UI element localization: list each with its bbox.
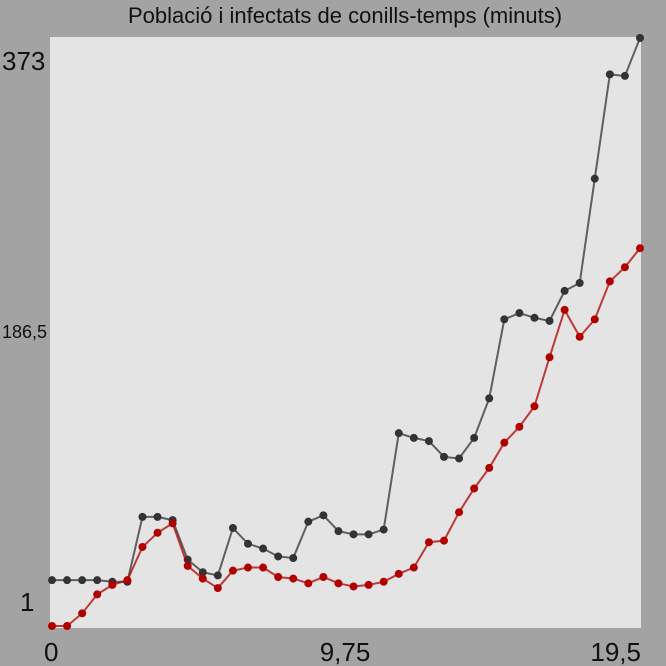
series-0-point bbox=[455, 454, 464, 463]
series-layer bbox=[48, 34, 644, 630]
series-0-point bbox=[304, 517, 313, 526]
chart-title: Població i infectats de conills-temps (m… bbox=[128, 3, 562, 28]
series-0-point bbox=[440, 452, 448, 461]
series-1-point bbox=[304, 579, 313, 588]
series-0-point bbox=[620, 71, 629, 80]
series-1-point bbox=[108, 580, 117, 589]
series-0-point bbox=[424, 437, 433, 446]
series-0-point bbox=[470, 433, 479, 442]
series-1-point bbox=[364, 580, 373, 589]
series-1-point bbox=[605, 277, 614, 286]
series-0-point bbox=[319, 511, 328, 520]
series-0-point bbox=[636, 34, 644, 42]
series-0-point bbox=[394, 429, 403, 438]
series-0-point bbox=[138, 512, 147, 521]
series-1-point bbox=[470, 484, 479, 493]
series-1-point bbox=[620, 263, 629, 272]
series-0-point bbox=[605, 70, 614, 79]
series-1-point bbox=[349, 582, 358, 591]
series-1-point bbox=[530, 402, 539, 411]
series-1-point bbox=[289, 574, 298, 583]
series-1-point bbox=[198, 574, 207, 583]
series-1-point bbox=[500, 438, 509, 447]
x-tick-end: 19,5 bbox=[590, 637, 641, 666]
series-0-point bbox=[244, 539, 252, 548]
series-1-point bbox=[409, 563, 418, 572]
series-0-point bbox=[560, 286, 569, 295]
series-0-point bbox=[93, 576, 102, 585]
series-0-point bbox=[409, 433, 418, 442]
y-tick-min: 1 bbox=[20, 587, 34, 617]
series-1-line bbox=[52, 247, 641, 627]
series-0-point bbox=[228, 524, 237, 532]
series-1-point bbox=[636, 244, 644, 253]
series-1-point bbox=[440, 536, 448, 545]
x-tick-mid: 9,75 bbox=[320, 637, 371, 666]
series-1-point bbox=[244, 563, 252, 572]
series-1-point bbox=[424, 538, 433, 547]
series-0-point bbox=[259, 544, 268, 553]
series-1-point bbox=[183, 561, 192, 570]
series-1-point bbox=[560, 305, 569, 314]
x-tick-start: 0 bbox=[44, 637, 58, 666]
series-0-point bbox=[515, 309, 524, 318]
plot-area bbox=[50, 37, 641, 628]
series-1-point bbox=[379, 577, 388, 586]
series-1-point bbox=[93, 590, 102, 599]
series-1-point bbox=[575, 332, 584, 341]
series-1-point bbox=[274, 573, 283, 581]
series-1-point bbox=[259, 563, 268, 572]
series-0-point bbox=[590, 174, 599, 183]
series-0-point bbox=[213, 571, 222, 580]
series-1-point bbox=[545, 353, 554, 362]
series-0-line bbox=[52, 37, 641, 583]
series-1-point bbox=[334, 579, 343, 588]
series-0-point bbox=[334, 527, 343, 536]
series-0-point bbox=[63, 576, 72, 585]
series-1-point bbox=[138, 542, 147, 551]
series-0-point bbox=[530, 313, 539, 322]
series-1-point bbox=[590, 315, 599, 324]
series-0-point bbox=[379, 525, 388, 534]
series-1-point bbox=[515, 422, 524, 431]
series-0-point bbox=[48, 576, 56, 585]
series-0-point bbox=[289, 554, 298, 563]
series-0-point bbox=[545, 316, 554, 325]
series-0-point bbox=[78, 576, 87, 585]
series-0-point bbox=[500, 315, 509, 324]
y-tick-max: 373 bbox=[2, 46, 45, 76]
series-1-point bbox=[123, 576, 132, 585]
series-0-point bbox=[198, 568, 207, 577]
series-1-point bbox=[455, 508, 464, 517]
series-1-point bbox=[394, 569, 403, 578]
series-0-point bbox=[153, 512, 162, 521]
series-0-point bbox=[364, 530, 373, 539]
series-1-point bbox=[48, 622, 56, 630]
series-1-point bbox=[319, 573, 328, 581]
series-1-point bbox=[213, 584, 222, 593]
series-1-point bbox=[63, 622, 72, 630]
y-tick-mid: 186,5 bbox=[2, 322, 47, 342]
series-0-point bbox=[274, 552, 283, 561]
series-1-point bbox=[78, 609, 87, 618]
series-0-point bbox=[349, 530, 358, 539]
series-1-point bbox=[153, 528, 162, 537]
series-1-point bbox=[228, 566, 237, 575]
series-1-point bbox=[485, 463, 494, 472]
series-1-point bbox=[168, 519, 177, 528]
series-0-point bbox=[485, 394, 494, 403]
series-0-point bbox=[575, 279, 584, 287]
